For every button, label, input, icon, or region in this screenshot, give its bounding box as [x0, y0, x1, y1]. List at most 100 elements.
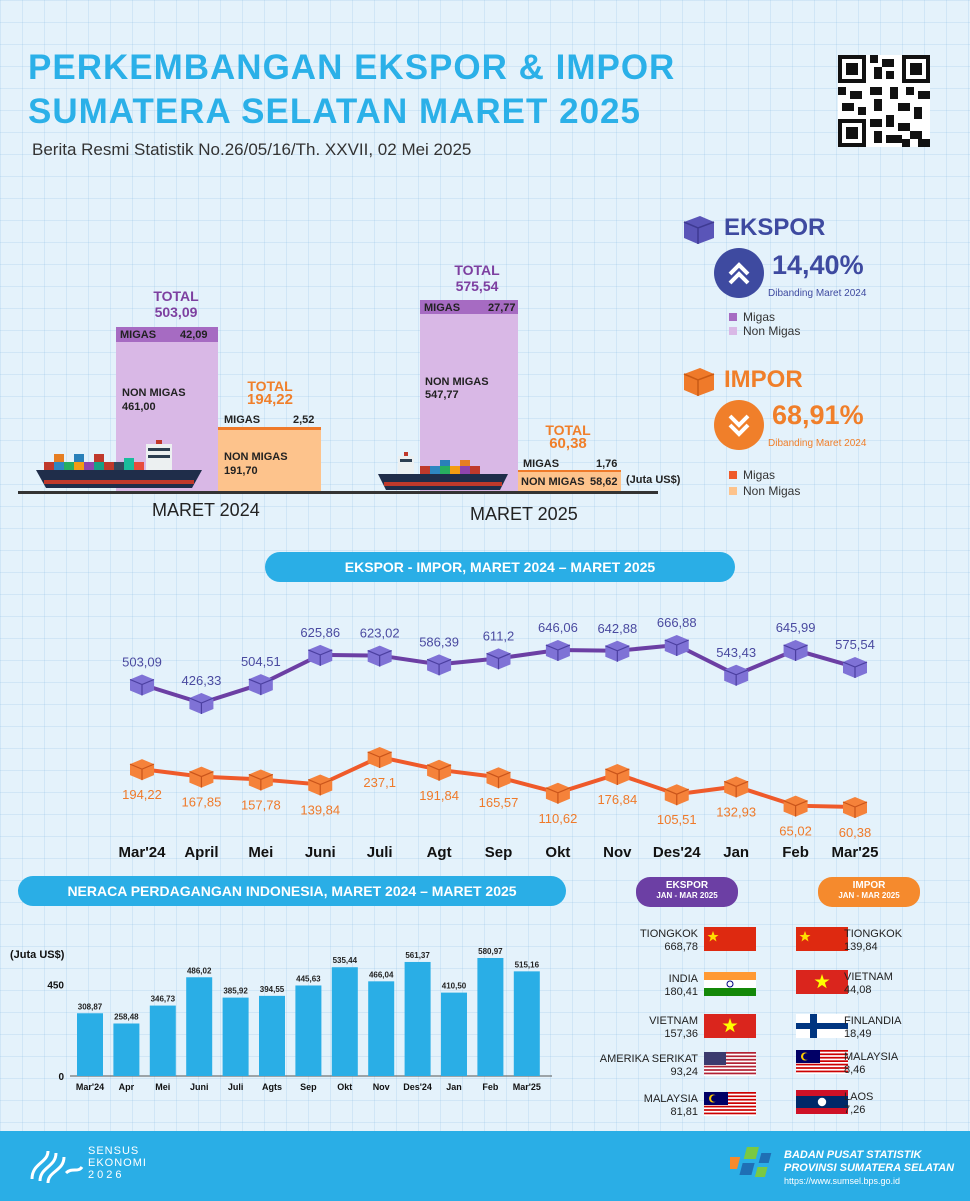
- bar-data-label: 308,87: [78, 1002, 103, 1011]
- bar-category-label: Nov: [373, 1082, 390, 1092]
- bar-impor-nonmigas-2024: [218, 430, 321, 491]
- bar-data-label: 515,16: [515, 960, 540, 969]
- bps-line1: BADAN PUSAT STATISTIK: [784, 1149, 922, 1161]
- ekspor-point: [189, 693, 214, 714]
- partner-ekspor-item: VIETNAM 157,36: [580, 1012, 760, 1046]
- impor-point: [723, 776, 749, 798]
- impor-point: [545, 782, 571, 804]
- month-tick-label: Mei: [248, 844, 273, 861]
- ekspor-data-label: 543,43: [716, 645, 756, 660]
- country-name: INDIA: [668, 973, 698, 985]
- country-value: 180,41: [664, 986, 698, 998]
- migas-value: 2,52: [293, 414, 315, 426]
- month-tick-label: April: [184, 844, 218, 861]
- impor-data-label: 167,85: [182, 795, 222, 810]
- india-flag-icon: [704, 972, 756, 996]
- bar-impor-migas-2025: [518, 470, 621, 472]
- total-label-ekspor-2024: TOTAL: [153, 288, 199, 304]
- country-name: MALAYSIA: [844, 1051, 899, 1063]
- down-arrow-icon: [714, 400, 764, 450]
- bar-ekspor-migas-2025: [420, 300, 518, 314]
- impor-note: Dibanding Maret 2024: [768, 438, 867, 449]
- neraca-bar: [295, 985, 322, 1076]
- impor-point: [664, 784, 689, 806]
- y-tick-label: 0: [58, 1072, 64, 1083]
- ekspor-point: [842, 657, 868, 679]
- up-arrow-icon: [714, 248, 764, 298]
- ekspor-point: [664, 635, 689, 656]
- qr-code-icon[interactable]: [838, 55, 930, 147]
- neraca-bar: [186, 977, 213, 1076]
- bar-impor-migas-2024: [218, 427, 321, 430]
- country-value: 18,49: [844, 1028, 872, 1040]
- ekspor-point: [605, 640, 630, 662]
- bar-category-label: Okt: [337, 1082, 352, 1092]
- ekspor-data-label: 645,99: [776, 620, 816, 635]
- bar-category-label: Jan: [446, 1082, 462, 1092]
- bar-ekspor-migas-2024: [116, 327, 218, 342]
- impor-data-label: 157,78: [241, 797, 281, 812]
- bar-data-label: 486,02: [187, 966, 212, 975]
- impor-pct: 68,91%: [772, 400, 864, 430]
- neraca-bar: [113, 1023, 140, 1076]
- month-tick-label: Juni: [305, 844, 336, 861]
- page-subtitle: Berita Resmi Statistik No.26/05/16/Th. X…: [32, 140, 472, 159]
- bar-data-label: 410,50: [442, 982, 467, 991]
- partner-impor-item: LAOS 7,26: [796, 1088, 966, 1122]
- y-axis-unit-label: (Juta US$): [10, 949, 65, 961]
- partner-impor-item: TIONGKOK 139,84: [796, 925, 966, 959]
- partner-impor-item: VIETNAM 44,08: [796, 968, 966, 1002]
- usa-flag-icon: [704, 1052, 756, 1076]
- migas-value: 42,09: [180, 329, 208, 341]
- partner-impor-item: FINLANDIA 18,49: [796, 1012, 966, 1046]
- ekspor-title: EKSPOR: [724, 214, 826, 241]
- impor-point: [426, 759, 452, 781]
- ekspor-point: [367, 645, 392, 667]
- unit-label: (Juta US$): [626, 474, 681, 486]
- month-tick-label: Juli: [367, 844, 393, 861]
- sensus-line1: SENSUS: [88, 1145, 140, 1157]
- ekspor-data-label: 625,86: [300, 625, 340, 640]
- country-name: AMERIKA SERIKAT: [599, 1053, 698, 1065]
- partner-ekspor-item: INDIA 180,41: [580, 970, 760, 1004]
- neraca-bar: [513, 971, 540, 1076]
- impor-data-label: 105,51: [657, 812, 697, 827]
- country-name: LAOS: [844, 1091, 874, 1103]
- partner-ekspor-header: EKSPOR JAN - MAR 2025: [636, 877, 738, 907]
- ekspor-point: [545, 640, 571, 662]
- bar-data-label: 561,37: [405, 951, 430, 960]
- country-value: 157,36: [664, 1028, 698, 1040]
- impor-data-label: 194,22: [122, 787, 162, 802]
- malaysia-flag-icon: [704, 1092, 756, 1116]
- partner-ekspor-item: MALAYSIA 81,81: [580, 1090, 760, 1124]
- country-value: 44,08: [844, 984, 872, 996]
- impor-data-label: 176,84: [597, 792, 637, 807]
- sensus-ekonomi-logo: [30, 1150, 84, 1184]
- nonmigas-label: NON MIGAS: [425, 376, 489, 388]
- impor-point: [486, 767, 511, 789]
- bar-category-label: Apr: [119, 1082, 135, 1092]
- line-section-title: EKSPOR - IMPOR, MARET 2024 – MARET 2025: [265, 552, 735, 582]
- neraca-bar: [222, 997, 249, 1076]
- ekspor-point: [308, 644, 333, 666]
- year-label-2025: MARET 2025: [470, 504, 578, 524]
- ekspor-data-label: 426,33: [182, 673, 222, 688]
- country-name: MALAYSIA: [643, 1093, 698, 1105]
- impor-point: [783, 795, 808, 817]
- ekspor-data-label: 642,88: [597, 621, 637, 636]
- country-value: 7,26: [844, 1104, 866, 1116]
- bar-category-label: Sep: [300, 1082, 317, 1092]
- ekspor-point: [426, 654, 452, 676]
- bar-data-label: 346,73: [151, 995, 176, 1004]
- malaysia-flag-icon: [796, 1050, 848, 1074]
- total-value-ekspor-2025: 575,54: [455, 278, 499, 294]
- ekspor-point: [486, 648, 511, 670]
- bps-url[interactable]: https://www.sumsel.bps.go.id: [784, 1176, 901, 1186]
- cargo-ship-icon: [378, 452, 508, 490]
- total-label-impor-2025: TOTAL: [545, 422, 591, 438]
- nonmigas-value: 547,77: [425, 389, 459, 401]
- container-icon: [683, 216, 715, 244]
- country-value: 8,46: [844, 1064, 866, 1076]
- bar-data-label: 394,55: [260, 985, 285, 994]
- total-value-impor-2024: 194,22: [247, 391, 293, 408]
